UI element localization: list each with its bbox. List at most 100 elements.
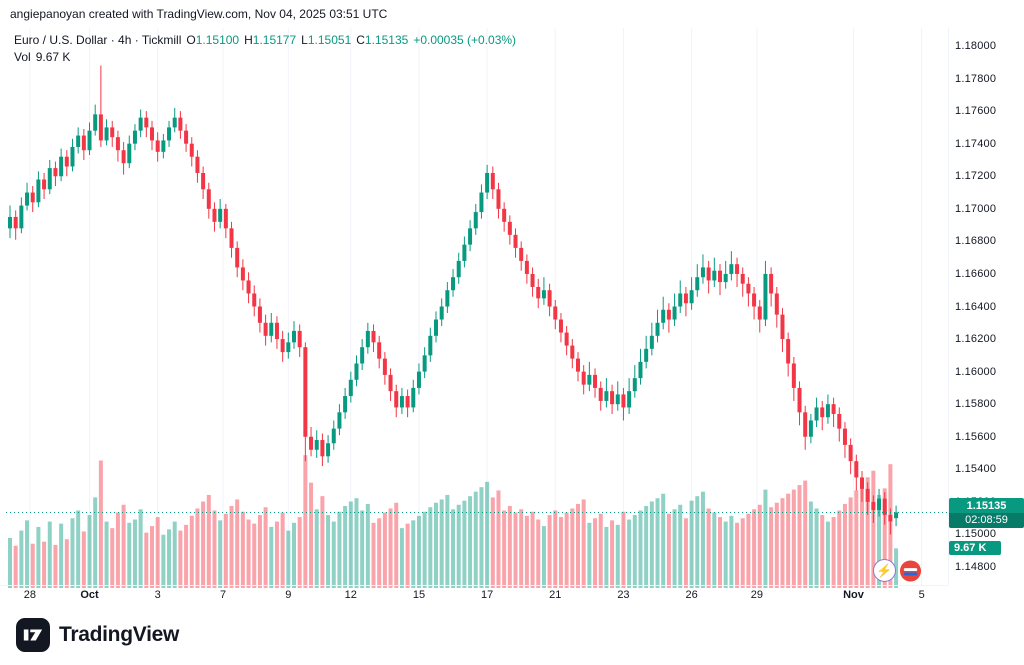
volume-bar[interactable] <box>894 548 899 588</box>
volume-bar[interactable] <box>672 509 677 588</box>
volume-bar[interactable] <box>292 522 296 588</box>
candle-body[interactable] <box>530 273 535 287</box>
candle-body[interactable] <box>405 396 410 408</box>
candle-body[interactable] <box>218 208 223 222</box>
candle-body[interactable] <box>604 391 609 401</box>
candle-body[interactable] <box>468 228 473 245</box>
candle-body[interactable] <box>780 314 785 340</box>
volume-bar[interactable] <box>860 483 864 588</box>
volume-bar[interactable] <box>257 515 262 588</box>
volume-bar[interactable] <box>81 531 86 588</box>
candle-body[interactable] <box>138 117 143 131</box>
volume-bar[interactable] <box>189 515 194 588</box>
candle-body[interactable] <box>786 339 791 364</box>
volume-bar[interactable] <box>434 502 438 588</box>
volume-bar[interactable] <box>769 507 774 588</box>
price-axis-label[interactable]: 1.17200 <box>955 170 997 183</box>
candle-body[interactable] <box>144 117 149 128</box>
candle-body[interactable] <box>235 247 240 268</box>
volume-bar[interactable] <box>877 494 882 588</box>
candle-body[interactable] <box>212 208 217 222</box>
candle-body[interactable] <box>81 135 86 151</box>
candle-body[interactable] <box>814 407 819 421</box>
volume-bar[interactable] <box>218 520 223 588</box>
price-axis-label[interactable]: 1.16200 <box>955 333 997 346</box>
volume-bar[interactable] <box>70 518 75 588</box>
volume-bar[interactable] <box>632 515 637 588</box>
volume-bar[interactable] <box>246 519 251 588</box>
candle-body[interactable] <box>365 330 370 348</box>
candle-body[interactable] <box>155 140 160 152</box>
volume-bar[interactable] <box>371 522 376 588</box>
volume-bar[interactable] <box>666 513 671 588</box>
volume-bar[interactable] <box>223 513 228 588</box>
time-axis-label[interactable]: 21 <box>549 589 562 601</box>
candle-body[interactable] <box>456 260 461 278</box>
volume-bar[interactable] <box>803 480 808 588</box>
candle-body[interactable] <box>206 189 211 209</box>
candle-body[interactable] <box>388 374 393 392</box>
price-axis-label[interactable]: 1.15000 <box>955 528 997 541</box>
volume-bar[interactable] <box>462 500 467 588</box>
candle-body[interactable] <box>115 137 120 151</box>
candle-body[interactable] <box>825 404 830 418</box>
time-axis-label[interactable]: Nov <box>843 589 864 601</box>
candle-body[interactable] <box>576 358 580 372</box>
volume-bar[interactable] <box>269 526 274 588</box>
price-axis-label[interactable]: 1.16400 <box>955 300 997 313</box>
volume-bar[interactable] <box>314 509 319 588</box>
candle-body[interactable] <box>150 127 154 141</box>
flash-icon[interactable]: ⚡ <box>873 559 896 582</box>
candle-body[interactable] <box>536 286 541 299</box>
volume-bar[interactable] <box>854 490 859 588</box>
volume-bar[interactable] <box>303 455 308 588</box>
volume-bar[interactable] <box>155 517 160 588</box>
candle-body[interactable] <box>632 378 637 392</box>
volume-bar[interactable] <box>763 489 768 588</box>
time-axis-label[interactable]: 26 <box>685 589 698 601</box>
candle-body[interactable] <box>888 514 893 522</box>
volume-bar[interactable] <box>30 543 35 588</box>
candle-body[interactable] <box>615 394 620 405</box>
volume-bar[interactable] <box>456 504 461 588</box>
candle-body[interactable] <box>666 309 671 320</box>
volume-bar[interactable] <box>831 517 836 588</box>
volume-bar[interactable] <box>541 526 546 588</box>
candle-body[interactable] <box>320 440 325 457</box>
price-axis-label[interactable]: 1.15600 <box>955 430 997 443</box>
volume-bar[interactable] <box>263 507 268 588</box>
candle-body[interactable] <box>59 156 64 177</box>
candle-body[interactable] <box>462 244 467 261</box>
volume-bar[interactable] <box>746 513 751 588</box>
candle-body[interactable] <box>598 387 603 401</box>
candle-body[interactable] <box>513 234 518 248</box>
candle-body[interactable] <box>678 293 683 307</box>
volume-bar[interactable] <box>439 499 444 588</box>
candle-body[interactable] <box>519 247 524 261</box>
candle-body[interactable] <box>286 342 291 353</box>
volume-bar[interactable] <box>365 503 370 588</box>
volume-bar[interactable] <box>127 522 132 588</box>
candle-body[interactable] <box>712 270 717 281</box>
candle-body[interactable] <box>695 277 700 291</box>
volume-bar[interactable] <box>382 512 387 588</box>
volume-bar[interactable] <box>388 508 393 588</box>
candle-body[interactable] <box>195 156 200 173</box>
candle-body[interactable] <box>269 322 274 336</box>
candle-body[interactable] <box>280 339 285 353</box>
candle-body[interactable] <box>292 330 296 343</box>
candle-body[interactable] <box>672 306 677 320</box>
candle-body[interactable] <box>70 146 75 167</box>
candle-body[interactable] <box>246 280 251 294</box>
candle-body[interactable] <box>769 273 774 294</box>
candle-body[interactable] <box>257 306 262 323</box>
volume-bar[interactable] <box>757 504 762 588</box>
candle-body[interactable] <box>184 130 189 144</box>
volume-bar[interactable] <box>206 494 211 588</box>
candle-body[interactable] <box>837 413 842 429</box>
volume-bar[interactable] <box>399 528 404 588</box>
volume-bar[interactable] <box>871 470 876 588</box>
volume-bar[interactable] <box>825 521 830 588</box>
price-axis[interactable]: 1.18000 1.17800 1.17600 1.17400 1.17200 1.170… <box>948 0 1024 600</box>
candle-body[interactable] <box>820 407 825 418</box>
